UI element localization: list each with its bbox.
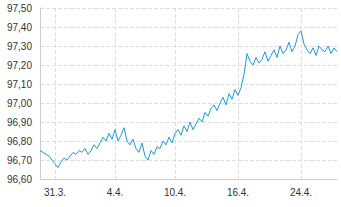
svg-text:96,90: 96,90 [7,117,32,128]
svg-text:96,70: 96,70 [7,155,32,166]
svg-text:97,20: 97,20 [7,60,32,71]
svg-text:24.4.: 24.4. [290,187,312,198]
svg-text:97,50: 97,50 [7,3,32,14]
svg-text:4.4.: 4.4. [107,187,124,198]
svg-text:96,60: 96,60 [7,174,32,185]
svg-text:96,80: 96,80 [7,136,32,147]
svg-text:31.3.: 31.3. [44,187,66,198]
svg-text:97,30: 97,30 [7,41,32,52]
svg-text:97,10: 97,10 [7,79,32,90]
svg-text:97,00: 97,00 [7,98,32,109]
svg-text:10.4.: 10.4. [164,187,186,198]
svg-text:16.4.: 16.4. [227,187,249,198]
svg-text:97,40: 97,40 [7,22,32,33]
